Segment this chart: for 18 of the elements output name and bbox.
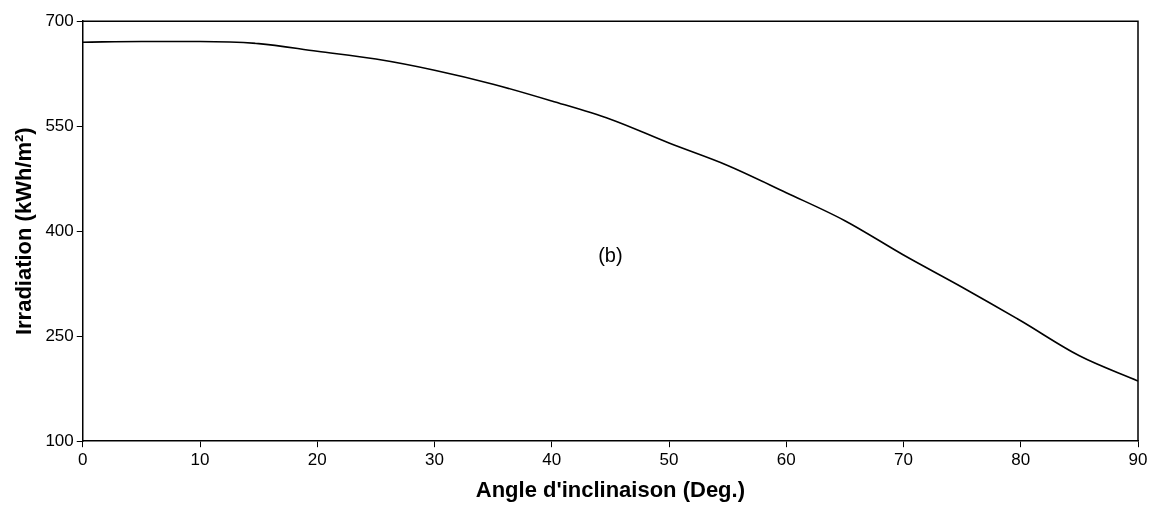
y-tick-label: 100 — [45, 430, 74, 450]
x-tick-label: 30 — [425, 450, 444, 470]
x-tick-label: 20 — [307, 450, 327, 470]
annotation: (b) — [598, 243, 623, 266]
x-tick-label: 10 — [190, 450, 210, 470]
y-tick-label: 400 — [45, 220, 74, 240]
x-tick-label: 80 — [1011, 450, 1031, 470]
x-tick-label: 60 — [776, 450, 796, 470]
y-tick-label: 250 — [45, 325, 74, 345]
y-axis-title: Irradiation (kWh/m²) — [11, 127, 37, 336]
x-tick-label: 90 — [1128, 450, 1148, 470]
x-tick-label: 50 — [659, 450, 679, 470]
x-tick-label: 70 — [894, 450, 913, 470]
x-tick-label: 40 — [542, 450, 562, 470]
y-tick-label: 550 — [45, 115, 74, 135]
x-axis-title: Angle d'inclinaison (Deg.) — [475, 476, 746, 502]
y-tick-label: 700 — [45, 10, 74, 30]
x-tick-label: 0 — [78, 450, 88, 470]
